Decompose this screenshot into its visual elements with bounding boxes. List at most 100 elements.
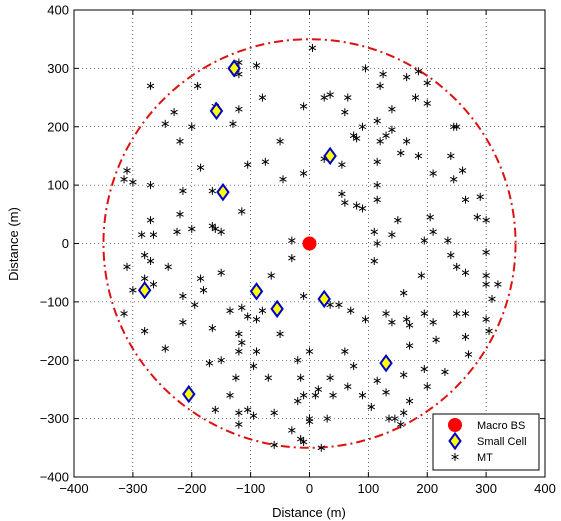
mt-point xyxy=(444,236,452,245)
y-tick-label: −200 xyxy=(40,353,69,368)
mt-point xyxy=(323,414,331,423)
mt-point xyxy=(461,309,470,318)
mt-point xyxy=(349,362,358,371)
legend-label-small-cell: Small Cell xyxy=(477,436,527,448)
mt-point xyxy=(373,116,381,125)
x-tick-label: −400 xyxy=(59,481,88,496)
mt-point xyxy=(164,262,172,271)
legend: Macro BS Small Cell MT xyxy=(432,413,540,471)
mt-point xyxy=(305,417,314,426)
mt-point xyxy=(341,108,349,117)
mt-point xyxy=(482,315,490,324)
mt-point xyxy=(249,362,258,371)
mt-point xyxy=(264,373,273,382)
mt-point xyxy=(447,151,455,160)
small-cell-point xyxy=(216,182,230,202)
mt-point xyxy=(199,286,208,295)
mt-point xyxy=(146,257,155,266)
mt-point xyxy=(279,175,287,184)
mt-point xyxy=(176,210,184,219)
mt-point xyxy=(482,248,490,257)
mt-point xyxy=(352,201,361,210)
mt-point xyxy=(137,230,146,239)
mt-point xyxy=(188,224,196,233)
mt-point xyxy=(376,137,384,146)
mt-point xyxy=(452,309,461,318)
mt-point xyxy=(308,43,317,52)
mt-point xyxy=(370,227,378,236)
mt-point xyxy=(188,122,196,131)
mt-point xyxy=(123,166,131,175)
mt-point xyxy=(161,119,169,128)
mt-point xyxy=(243,405,252,414)
mt-point xyxy=(190,300,199,309)
y-tick-label: 100 xyxy=(47,178,69,193)
mt-point xyxy=(402,73,411,82)
mt-point xyxy=(335,300,343,309)
mt-point xyxy=(270,408,278,417)
small-cell-point xyxy=(317,289,331,309)
mt-point xyxy=(429,227,437,236)
mt-point xyxy=(288,236,296,245)
mt-point xyxy=(373,157,381,166)
mt-point xyxy=(346,306,355,315)
mt-point xyxy=(450,175,458,184)
mt-point xyxy=(391,414,399,423)
mt-point xyxy=(358,204,367,213)
mt-point xyxy=(376,81,384,90)
y-axis-title: Distance (m) xyxy=(6,207,21,281)
mt-point xyxy=(388,230,396,239)
mt-point xyxy=(429,318,437,327)
mt-point xyxy=(426,213,434,222)
mt-point xyxy=(488,294,496,303)
macro-bs-point xyxy=(302,236,317,251)
mt-point xyxy=(296,373,305,382)
legend-marker-mt xyxy=(451,453,459,461)
mt-point xyxy=(461,195,470,204)
mt-point xyxy=(397,420,405,429)
mt-point xyxy=(420,236,429,245)
mt-point xyxy=(173,227,181,236)
mt-point xyxy=(235,408,243,417)
y-tick-label: 0 xyxy=(62,236,69,251)
mt-point xyxy=(311,391,320,400)
mt-point xyxy=(196,163,205,172)
y-tick-label: 200 xyxy=(47,119,69,134)
mt-point xyxy=(296,435,305,444)
mt-point xyxy=(388,105,396,114)
mt-point xyxy=(382,309,390,318)
small-cell-point xyxy=(209,101,224,121)
mt-point xyxy=(140,251,149,260)
mt-point xyxy=(149,230,158,239)
mt-point xyxy=(482,271,490,280)
small-cell-point xyxy=(323,146,337,166)
mt-point xyxy=(179,186,187,195)
mt-point xyxy=(217,356,225,365)
mt-point xyxy=(385,414,393,423)
mt-point xyxy=(294,356,302,365)
mt-point xyxy=(358,122,367,131)
small-cell-point xyxy=(270,299,284,319)
mt-point xyxy=(329,391,337,400)
mt-point xyxy=(146,216,155,225)
plot-data xyxy=(102,38,517,452)
mt-point xyxy=(288,426,296,435)
mt-point xyxy=(232,373,240,382)
mt-point xyxy=(299,391,308,400)
mt-point xyxy=(405,321,414,330)
mt-point xyxy=(243,312,252,321)
coverage-boundary xyxy=(102,38,517,449)
mt-point xyxy=(405,341,414,350)
mt-point xyxy=(482,280,490,289)
mt-point xyxy=(399,370,408,379)
mt-point xyxy=(432,335,440,344)
mt-point xyxy=(476,192,484,201)
mt-point xyxy=(270,440,278,449)
mt-point xyxy=(452,122,461,131)
mt-point xyxy=(235,105,243,114)
mt-point xyxy=(288,254,296,263)
mt-point xyxy=(414,67,423,76)
x-tick-label: 300 xyxy=(475,481,497,496)
mt-point xyxy=(299,102,308,111)
